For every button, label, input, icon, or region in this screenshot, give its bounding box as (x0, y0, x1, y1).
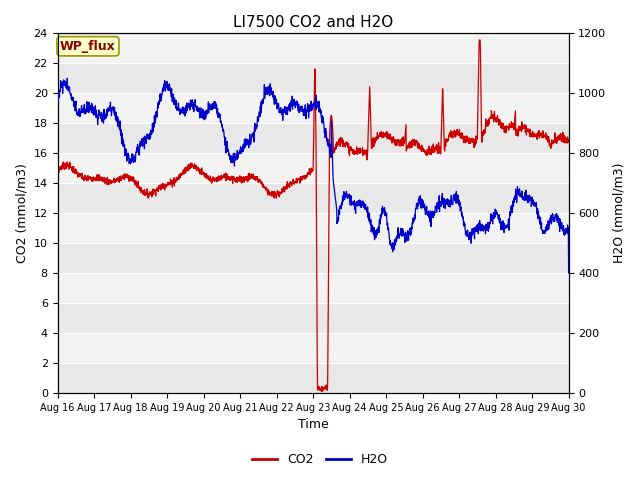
Bar (58, 183, 568, 213)
Y-axis label: CO2 (mmol/m3): CO2 (mmol/m3) (15, 163, 28, 263)
X-axis label: Time: Time (298, 419, 328, 432)
Title: LI7500 CO2 and H2O: LI7500 CO2 and H2O (233, 15, 393, 30)
Legend: CO2, H2O: CO2, H2O (247, 448, 393, 471)
Bar (58, 363, 568, 393)
Text: WP_flux: WP_flux (60, 40, 116, 53)
Bar (58, 123, 568, 153)
Bar (58, 153, 568, 183)
Bar (58, 333, 568, 363)
Bar (58, 273, 568, 303)
Y-axis label: H2O (mmol/m3): H2O (mmol/m3) (612, 163, 625, 263)
Bar (58, 93, 568, 123)
Bar (58, 213, 568, 243)
Bar (58, 33, 568, 62)
Bar (58, 62, 568, 93)
Bar (58, 243, 568, 273)
Bar (58, 303, 568, 333)
